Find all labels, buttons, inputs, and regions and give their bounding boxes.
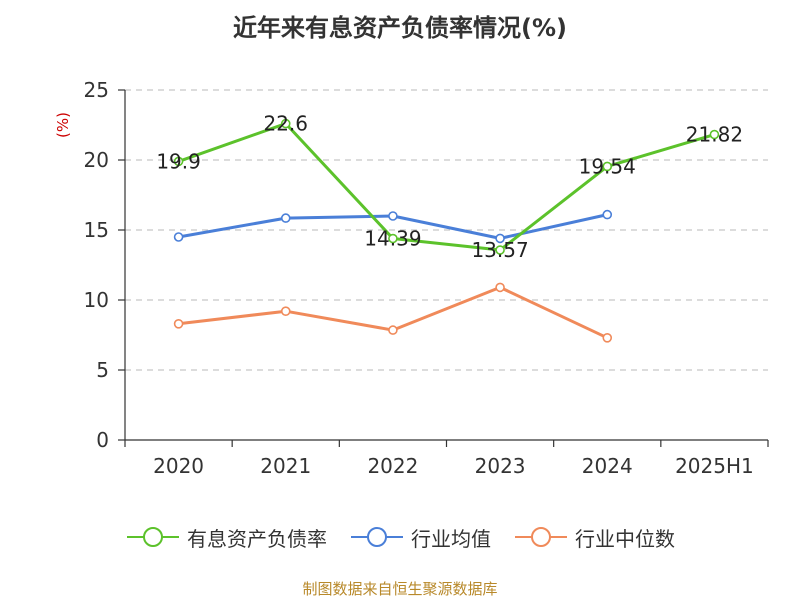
y-tick-label: 10 [84, 288, 109, 312]
data-label: 19.54 [579, 154, 636, 178]
x-tick-label: 2024 [582, 454, 633, 478]
data-point-1 [495, 233, 505, 244]
data-point-2 [388, 325, 398, 335]
legend-item-series-0[interactable]: 有息资产负债率 [125, 523, 327, 552]
data-label: 13.57 [471, 238, 528, 262]
x-tick-label: 2023 [475, 454, 526, 478]
data-point-2 [280, 306, 291, 317]
x-tick-label: 2021 [260, 454, 311, 478]
data-point-0 [602, 161, 613, 172]
data-point-0 [495, 245, 505, 255]
legend-item-series-1[interactable]: 行业均值 [349, 523, 491, 552]
y-tick-label: 20 [84, 148, 109, 172]
data-point-0 [388, 233, 398, 244]
legend-item-series-2[interactable]: 行业中位数 [513, 523, 675, 552]
data-point-0 [280, 118, 291, 129]
data-point-1 [280, 213, 291, 223]
x-tick-label: 2022 [367, 454, 418, 478]
legend-label: 行业均值 [411, 526, 491, 551]
chart-title: 近年来有息资产负债率情况(%) [233, 14, 567, 42]
data-label: 19.9 [156, 149, 201, 173]
y-axis-unit-label: (%) [54, 112, 72, 138]
x-tick-label: 2020 [153, 454, 204, 478]
legend-label: 有息资产负债率 [187, 526, 327, 551]
legend-label: 行业中位数 [575, 526, 675, 551]
data-label: 14.39 [364, 227, 421, 251]
y-tick-label: 15 [84, 218, 109, 242]
series-line-0 [178, 122, 715, 252]
x-tick-label: 2025H1 [675, 454, 754, 478]
data-point-2 [495, 282, 505, 293]
legend-line-marker-icon [127, 527, 179, 547]
data-point-0 [173, 156, 184, 167]
data-label: 21.82 [686, 123, 743, 147]
series-lines [173, 118, 720, 343]
axes: 0 5 10 15 20 25 2020 2021 2022 2023 2024 2025H1 [84, 78, 769, 478]
data-point-1 [173, 232, 184, 242]
data-label: 22.6 [263, 112, 308, 136]
source-note: 制图数据来自恒生聚源数据库 [302, 580, 498, 598]
y-tick-label: 0 [96, 428, 109, 452]
legend: 有息资产负债率 行业均值 行业中位数 [0, 520, 800, 554]
data-point-0 [709, 129, 720, 140]
y-tick-label: 25 [84, 78, 109, 102]
data-labels: 19.9 22.6 14.39 13.57 19.54 21.82 [156, 112, 743, 262]
data-point-2 [602, 332, 613, 343]
legend-line-marker-icon [515, 527, 567, 547]
data-point-1 [602, 209, 613, 220]
legend-line-marker-icon [351, 527, 403, 547]
data-point-2 [173, 318, 184, 329]
y-tick-label: 5 [96, 358, 109, 382]
grid-lines [125, 89, 768, 371]
data-point-1 [388, 211, 398, 221]
